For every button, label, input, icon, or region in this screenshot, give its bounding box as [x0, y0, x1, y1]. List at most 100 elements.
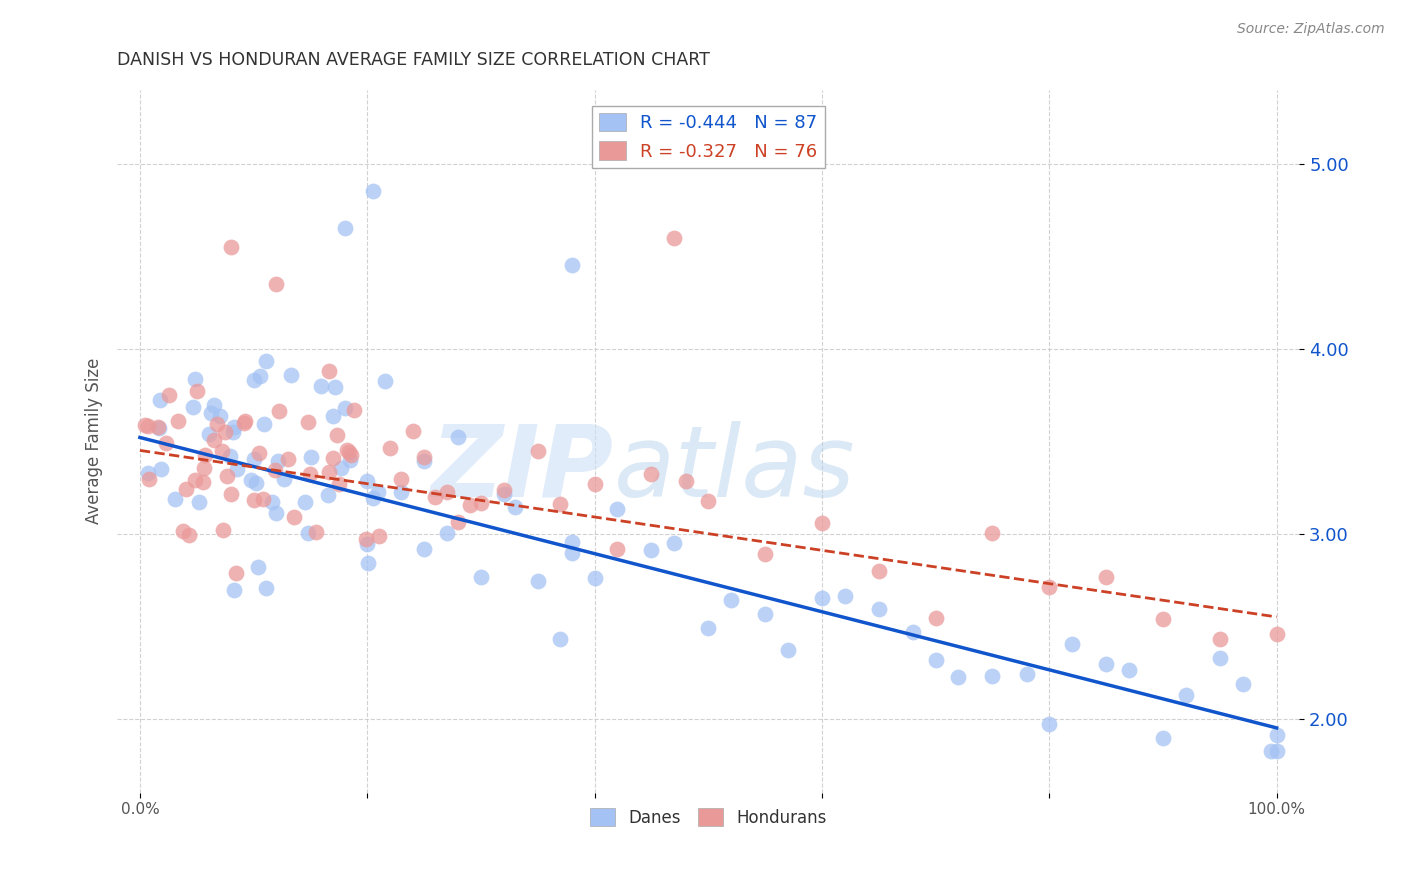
Point [583, 571, 606, 585]
Point [413, 450, 436, 464]
Point [1038, 580, 1060, 594]
Point [470, 496, 492, 510]
Point [252, 492, 274, 507]
Point [697, 494, 720, 508]
Point [167, 414, 190, 428]
Point [177, 527, 200, 541]
Point [1152, 611, 1174, 625]
Point [606, 502, 628, 516]
Text: DANISH VS HONDURAN AVERAGE FAMILY SIZE CORRELATION CHART: DANISH VS HONDURAN AVERAGE FAMILY SIZE C… [117, 51, 710, 69]
Point [356, 536, 378, 550]
Point [267, 454, 290, 468]
Point [217, 469, 239, 483]
Point [1060, 637, 1083, 651]
Point [361, 491, 384, 505]
Point [264, 463, 287, 477]
Point [297, 415, 319, 429]
Point [194, 448, 217, 462]
Point [754, 607, 776, 621]
Point [640, 467, 662, 481]
Point [343, 403, 366, 417]
Point [138, 472, 160, 486]
Point [311, 379, 333, 393]
Point [458, 498, 481, 512]
Point [243, 373, 266, 387]
Point [550, 497, 572, 511]
Point [219, 487, 242, 501]
Point [136, 418, 159, 433]
Point [1174, 688, 1197, 702]
Point [503, 500, 526, 514]
Point [200, 406, 222, 420]
Point [253, 417, 276, 431]
Point [318, 465, 340, 479]
Point [165, 491, 187, 506]
Point [273, 473, 295, 487]
Point [205, 417, 228, 431]
Point [280, 368, 302, 382]
Point [413, 453, 436, 467]
Point [1232, 677, 1254, 691]
Point [924, 653, 946, 667]
Point [322, 451, 344, 466]
Point [188, 495, 211, 509]
Point [266, 277, 288, 291]
Point [526, 443, 548, 458]
Point [662, 535, 685, 549]
Point [948, 670, 970, 684]
Point [134, 418, 156, 433]
Point [245, 475, 267, 490]
Point [924, 611, 946, 625]
Point [150, 462, 173, 476]
Point [328, 476, 350, 491]
Point [561, 546, 583, 560]
Point [447, 430, 470, 444]
Point [299, 467, 322, 481]
Point [981, 668, 1004, 682]
Point [264, 506, 287, 520]
Point [249, 369, 271, 384]
Point [389, 484, 412, 499]
Point [184, 372, 207, 386]
Point [235, 414, 257, 428]
Point [662, 230, 685, 244]
Point [1265, 744, 1288, 758]
Point [436, 525, 458, 540]
Point [318, 364, 340, 378]
Point [425, 491, 447, 505]
Point [242, 493, 264, 508]
Point [181, 401, 204, 415]
Point [330, 460, 353, 475]
Point [981, 525, 1004, 540]
Point [389, 472, 412, 486]
Point [447, 515, 470, 529]
Point [378, 442, 401, 456]
Point [356, 475, 378, 489]
Point [868, 602, 890, 616]
Point [606, 541, 628, 556]
Point [675, 474, 697, 488]
Point [367, 529, 389, 543]
Point [1209, 651, 1232, 665]
Point [354, 533, 377, 547]
Point [218, 449, 240, 463]
Point [249, 446, 271, 460]
Point [1265, 728, 1288, 742]
Point [561, 534, 583, 549]
Point [367, 484, 389, 499]
Point [186, 384, 208, 398]
Point [225, 461, 247, 475]
Point [333, 221, 356, 235]
Point [297, 526, 319, 541]
Point [326, 428, 349, 442]
Point [138, 466, 160, 480]
Point [413, 542, 436, 557]
Point [148, 420, 170, 434]
Point [277, 451, 299, 466]
Point [1038, 717, 1060, 731]
Point [811, 516, 834, 531]
Point [1260, 744, 1282, 758]
Point [492, 483, 515, 497]
Point [222, 425, 245, 439]
Text: ZIP: ZIP [430, 421, 613, 517]
